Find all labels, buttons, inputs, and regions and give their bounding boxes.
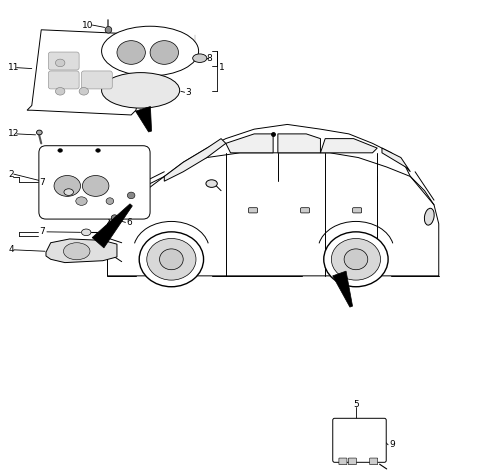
Ellipse shape [324,232,388,287]
Ellipse shape [36,130,42,135]
Ellipse shape [83,176,109,197]
Text: 10: 10 [82,20,93,30]
Ellipse shape [206,180,217,188]
Polygon shape [27,30,150,115]
Ellipse shape [63,243,90,260]
Ellipse shape [96,149,100,152]
FancyBboxPatch shape [48,52,79,70]
Ellipse shape [76,197,87,205]
Ellipse shape [58,149,62,152]
Ellipse shape [102,26,199,76]
Ellipse shape [192,54,207,62]
FancyBboxPatch shape [333,418,386,462]
Text: 6: 6 [126,218,132,227]
Text: 9: 9 [389,440,395,449]
Text: 11: 11 [8,63,20,72]
Ellipse shape [331,238,381,280]
Ellipse shape [344,249,368,270]
Ellipse shape [108,208,121,225]
Polygon shape [321,139,377,153]
FancyBboxPatch shape [339,458,347,465]
Polygon shape [333,271,352,307]
Text: 7: 7 [39,228,45,237]
Ellipse shape [150,40,179,64]
Ellipse shape [106,198,114,204]
FancyBboxPatch shape [353,208,361,213]
Ellipse shape [79,88,89,95]
FancyBboxPatch shape [300,208,310,213]
Ellipse shape [56,59,65,67]
Ellipse shape [111,215,118,220]
Ellipse shape [64,189,73,196]
Text: 1: 1 [219,63,225,72]
Polygon shape [46,239,117,263]
Ellipse shape [105,27,112,33]
Ellipse shape [139,232,204,287]
FancyBboxPatch shape [82,71,112,89]
Ellipse shape [424,208,434,225]
FancyBboxPatch shape [370,458,378,465]
Text: 4: 4 [8,245,14,254]
Polygon shape [92,204,132,248]
Ellipse shape [102,73,180,108]
Text: 5: 5 [353,400,359,409]
Polygon shape [164,139,226,181]
Ellipse shape [147,238,196,280]
Polygon shape [278,134,321,153]
FancyBboxPatch shape [348,458,357,465]
Ellipse shape [127,192,135,198]
Text: 8: 8 [206,54,212,63]
Ellipse shape [56,88,65,95]
FancyBboxPatch shape [39,146,150,219]
Text: 7: 7 [39,178,45,187]
FancyBboxPatch shape [249,208,257,213]
Ellipse shape [159,249,183,270]
Polygon shape [382,148,410,172]
Polygon shape [135,107,152,132]
Text: 2: 2 [8,169,14,178]
Ellipse shape [54,176,81,197]
Polygon shape [108,153,439,276]
Polygon shape [226,134,273,153]
Text: 12: 12 [8,129,20,139]
Ellipse shape [117,40,145,64]
Text: 3: 3 [186,88,192,97]
FancyBboxPatch shape [48,71,79,89]
Ellipse shape [82,229,91,236]
